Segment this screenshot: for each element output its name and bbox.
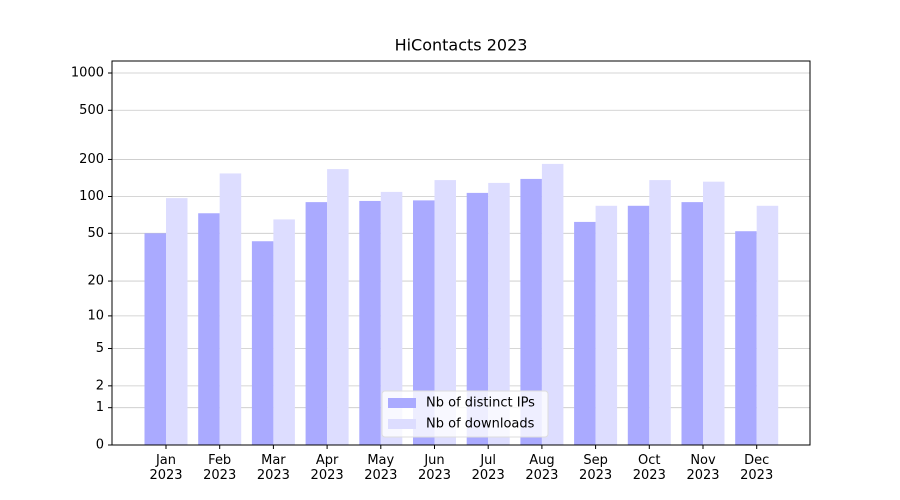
x-tick-label: May 2023 [364, 453, 398, 483]
bar [273, 219, 295, 445]
bar [166, 198, 188, 445]
y-tick-label: 0 [96, 438, 104, 453]
legend-swatch [388, 419, 416, 429]
legend-box [381, 390, 549, 438]
bar [541, 163, 564, 445]
x-tick-label: Dec 2023 [740, 453, 774, 483]
x-tick-label: Sep 2023 [579, 453, 613, 483]
bar [466, 192, 489, 445]
y-tick-label: 50 [87, 226, 104, 241]
y-tick-label: 1000 [71, 66, 104, 81]
bar [359, 200, 381, 445]
bar [735, 231, 757, 445]
legend: Nb of distinct IPs Nb of downloads [381, 390, 549, 438]
bar [520, 178, 542, 445]
x-tick-label: Jan 2023 [149, 453, 183, 483]
x-tick-label: Nov 2023 [686, 453, 720, 483]
bar [627, 205, 650, 445]
bar [434, 180, 456, 445]
x-tick-label: Jul 2023 [471, 453, 505, 483]
x-tick-label: Oct 2023 [632, 453, 666, 483]
bar [327, 169, 349, 446]
bar [574, 221, 596, 445]
bar [219, 173, 242, 446]
bar [144, 233, 166, 445]
legend-swatch [388, 398, 416, 408]
bar [305, 202, 328, 445]
legend-label: Nb of downloads [426, 417, 535, 432]
bar [198, 213, 220, 445]
bar [380, 191, 403, 445]
chart-title: HiContacts 2023 [395, 36, 528, 55]
y-tick-label: 5 [96, 341, 104, 356]
bar [413, 200, 435, 445]
y-tick-label: 100 [79, 189, 104, 204]
y-tick-label: 10 [87, 308, 104, 323]
bar [649, 180, 671, 445]
bar [703, 181, 725, 445]
y-tick-label: 1 [96, 400, 104, 415]
x-tick-label: Mar 2023 [256, 453, 290, 483]
x-tick-label: Aug 2023 [525, 453, 559, 483]
y-tick-label: 200 [79, 152, 104, 167]
bar [488, 182, 510, 445]
bar [756, 205, 779, 445]
bar [681, 202, 703, 445]
y-tick-label: 500 [79, 103, 104, 118]
x-tick-label: Jun 2023 [417, 453, 452, 483]
bar [595, 205, 618, 445]
x-tick-label: Apr 2023 [310, 453, 344, 483]
y-tick-label: 2 [96, 378, 104, 393]
x-tick-label: Feb 2023 [203, 453, 237, 483]
plot-frame [111, 60, 811, 446]
legend-label: Nb of distinct IPs [426, 396, 535, 411]
bar [251, 241, 274, 445]
y-tick-label: 20 [87, 274, 104, 289]
